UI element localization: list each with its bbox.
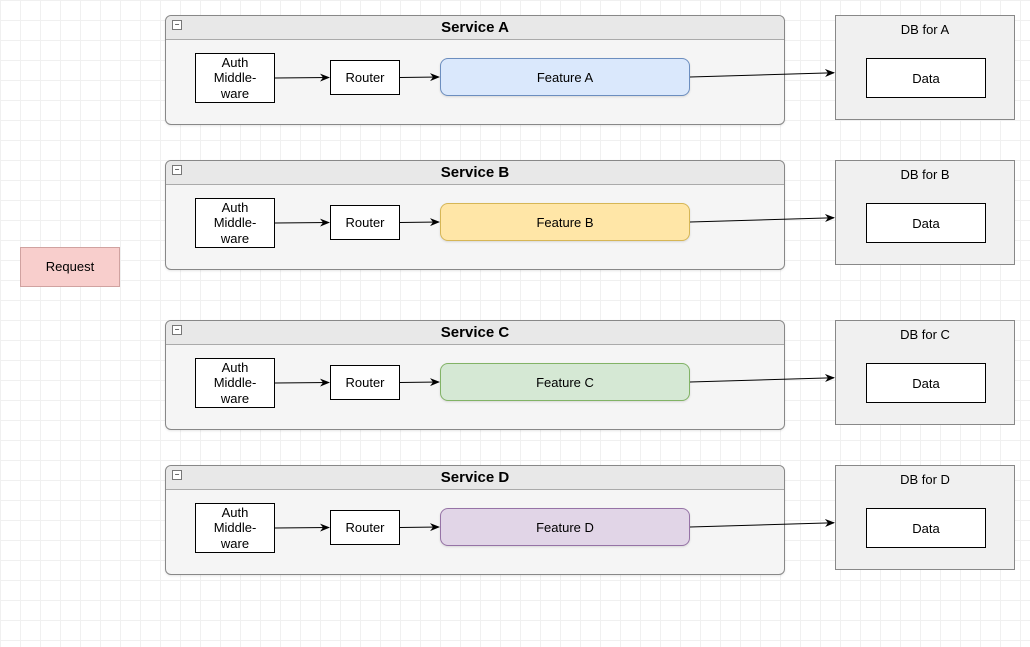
db-container-a: DB for A Data: [835, 15, 1015, 120]
request-box: Request: [20, 247, 120, 287]
db-container-b: DB for B Data: [835, 160, 1015, 265]
collapse-icon[interactable]: −: [172, 325, 182, 335]
db-title: DB for A: [836, 16, 1014, 47]
auth-middleware-box: Auth Middle- ware: [195, 503, 275, 553]
service-title-label: Service D: [441, 469, 509, 486]
service-title-label: Service A: [441, 19, 509, 36]
db-data-box: Data: [866, 58, 986, 98]
auth-middleware-box: Auth Middle- ware: [195, 358, 275, 408]
router-box: Router: [330, 60, 400, 95]
service-title: − Service A: [166, 16, 784, 40]
router-box: Router: [330, 510, 400, 545]
feature-box-a: Feature A: [440, 58, 690, 96]
db-container-c: DB for C Data: [835, 320, 1015, 425]
db-title: DB for B: [836, 161, 1014, 192]
router-box: Router: [330, 205, 400, 240]
db-data-box: Data: [866, 203, 986, 243]
db-data-box: Data: [866, 508, 986, 548]
collapse-icon[interactable]: −: [172, 20, 182, 30]
service-title: − Service B: [166, 161, 784, 185]
db-title: DB for D: [836, 466, 1014, 497]
service-title-label: Service B: [441, 164, 509, 181]
diagram-canvas: Request − Service A Auth Middle- ware Router…: [0, 0, 1030, 647]
collapse-icon[interactable]: −: [172, 470, 182, 480]
db-data-box: Data: [866, 363, 986, 403]
db-title: DB for C: [836, 321, 1014, 352]
feature-box-d: Feature D: [440, 508, 690, 546]
feature-box-c: Feature C: [440, 363, 690, 401]
router-box: Router: [330, 365, 400, 400]
auth-middleware-box: Auth Middle- ware: [195, 53, 275, 103]
service-title: − Service D: [166, 466, 784, 490]
feature-box-b: Feature B: [440, 203, 690, 241]
db-container-d: DB for D Data: [835, 465, 1015, 570]
service-title: − Service C: [166, 321, 784, 345]
service-title-label: Service C: [441, 324, 509, 341]
collapse-icon[interactable]: −: [172, 165, 182, 175]
auth-middleware-box: Auth Middle- ware: [195, 198, 275, 248]
